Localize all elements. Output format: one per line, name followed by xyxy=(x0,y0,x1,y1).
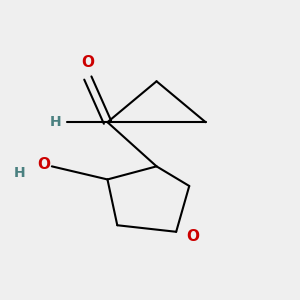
Text: H: H xyxy=(14,166,26,180)
Text: O: O xyxy=(81,55,94,70)
Text: O: O xyxy=(186,229,199,244)
Text: H: H xyxy=(50,115,62,128)
Text: O: O xyxy=(37,157,50,172)
